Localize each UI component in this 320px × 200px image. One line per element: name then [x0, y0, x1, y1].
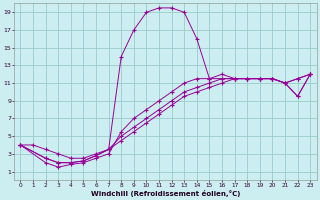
X-axis label: Windchill (Refroidissement éolien,°C): Windchill (Refroidissement éolien,°C) — [91, 190, 240, 197]
